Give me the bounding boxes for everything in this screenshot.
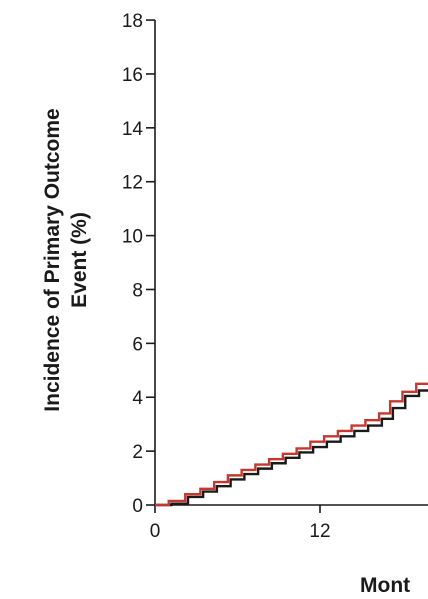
- x-tick-label: 0: [150, 521, 161, 542]
- y-tick-label: 4: [132, 388, 143, 409]
- y-tick-label: 8: [132, 280, 143, 301]
- series-layer: [155, 382, 428, 507]
- x-tick-label: 12: [309, 521, 330, 542]
- x-axis-title: Mont: [360, 574, 410, 597]
- y-axis-title-line-2: Event (%): [68, 212, 91, 308]
- y-tick-label: 12: [122, 173, 143, 194]
- y-axis: 0 2 4 6 8 10 12 14 16 18: [122, 11, 156, 517]
- y-tick-label: 2: [132, 442, 143, 463]
- y-tick-label: 6: [132, 334, 143, 355]
- y-tick-label: 16: [122, 65, 143, 86]
- y-ticks: 0 2 4 6 8 10 12 14 16 18: [122, 11, 155, 517]
- y-tick-label: 14: [122, 119, 144, 140]
- series-2-line: [155, 382, 428, 507]
- x-ticks: 0 12: [150, 505, 331, 542]
- y-tick-label: 18: [122, 11, 143, 32]
- y-axis-title: Incidence of Primary Outcome Event (%): [41, 108, 91, 411]
- y-tick-label: 10: [122, 227, 143, 248]
- x-axis: 0 12: [150, 504, 428, 542]
- series-1-line: [155, 389, 428, 507]
- y-axis-title-line-1: Incidence of Primary Outcome: [41, 108, 64, 411]
- y-tick-label: 0: [132, 496, 143, 517]
